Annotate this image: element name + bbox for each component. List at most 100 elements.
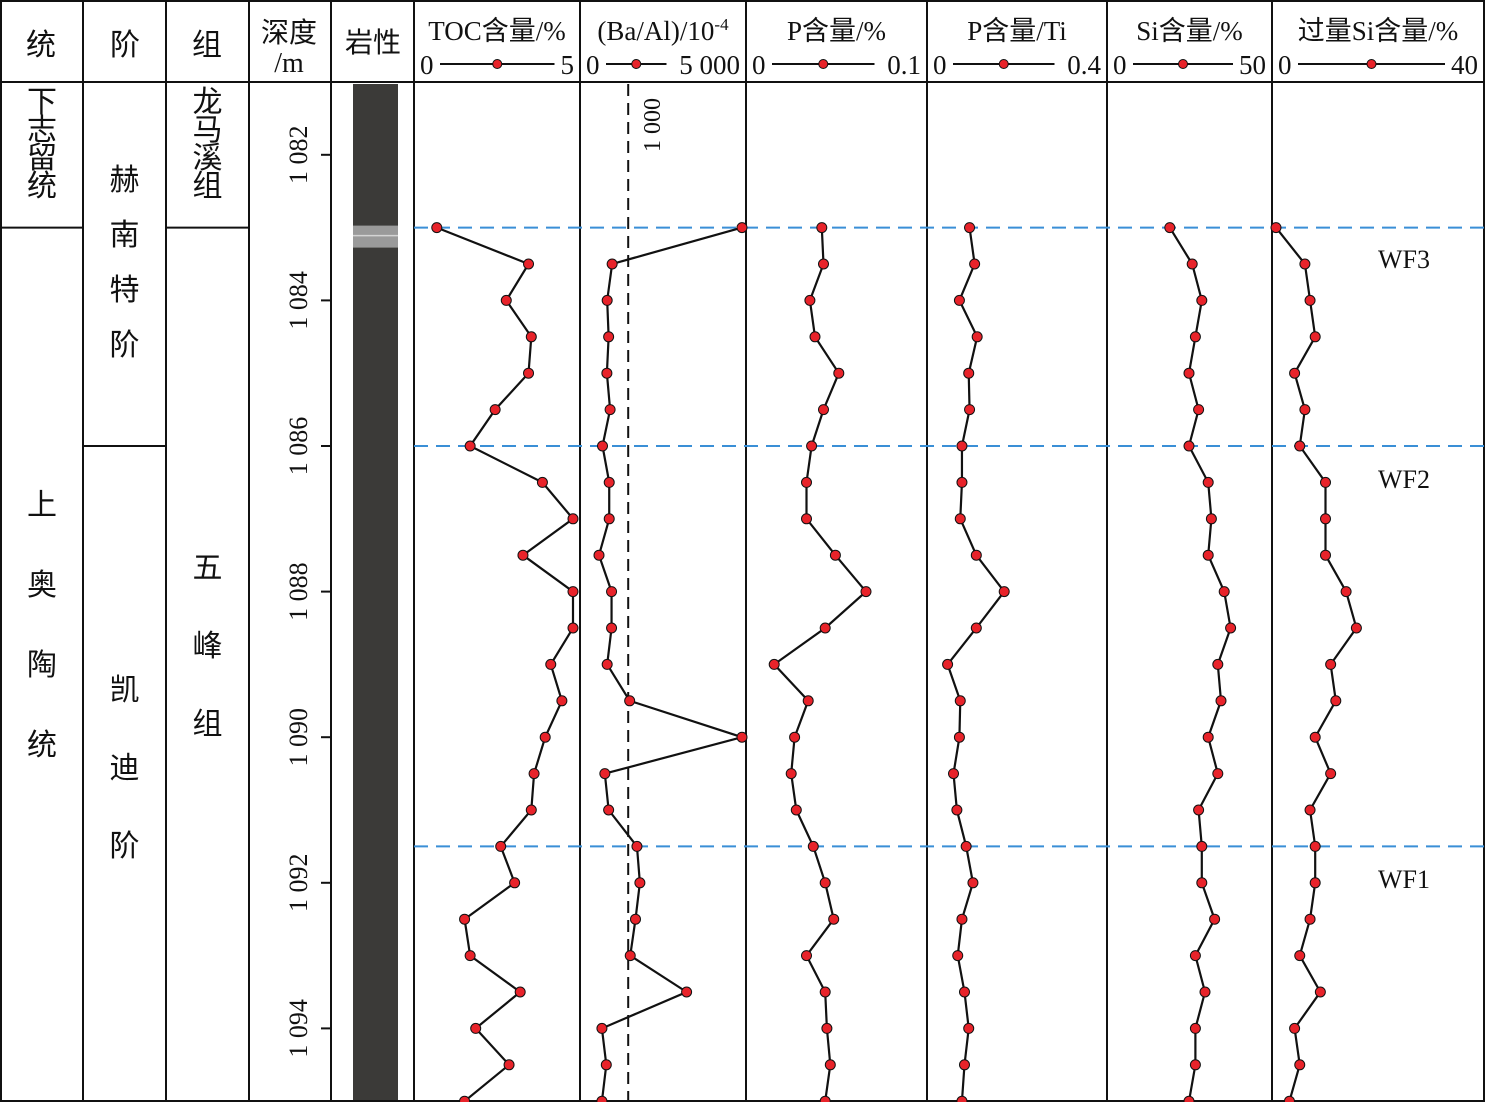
data-point [829,549,841,561]
data-point [470,1022,482,1034]
data-point [1215,695,1227,707]
track-axis-max: 0.4 [1067,50,1101,80]
data-point [970,622,982,634]
depth-tick-label: 1 082 [284,126,313,185]
data-point [681,986,693,998]
track-title: TOC含量/% [428,16,566,46]
track-axis-min: 0 [420,50,434,80]
data-point [1183,1095,1195,1102]
data-point [500,294,512,306]
data-point [1309,840,1321,852]
data-point [785,768,797,780]
series-unit-label: 上奥陶统 [27,488,57,763]
stage-unit-1: 赫南特阶 [110,163,140,363]
stage-unit-2: 凯迪阶 [110,673,140,864]
data-point [567,622,579,634]
header-formation: 组 [192,28,222,63]
data-point [528,768,540,780]
track-title: (Ba/Al)/10-4 [597,15,729,46]
reference-line-label: 1 000 [640,98,666,152]
track-title: Si含量/% [1136,16,1243,46]
data-point [596,1022,608,1034]
data-point [593,549,605,561]
data-point [802,695,814,707]
data-point [1304,804,1316,816]
track-5: Si含量/% 0 50 [1113,16,1266,1102]
data-point [1309,731,1321,743]
data-point [1299,404,1311,416]
data-point [464,440,476,452]
data-point [596,1095,608,1102]
data-point [525,804,537,816]
track-6: 过量Si含量/%0 40 [1270,16,1478,1102]
data-point [953,294,965,306]
data-point [631,840,643,852]
data-point [525,331,537,343]
track-title: P含量/% [787,16,886,46]
data-point [1283,1095,1295,1102]
series-unit-label: 下志留统 [27,85,57,204]
data-point [600,1059,612,1071]
series-line [946,227,1006,1102]
data-point [971,331,983,343]
formation-unit-2: 五峰组 [193,551,223,742]
data-point [1294,950,1306,962]
data-point [809,331,821,343]
depth-tick-label: 1 086 [284,417,313,476]
data-point [523,367,535,379]
header-depth-line2: /m [274,48,304,79]
data-point [956,440,968,452]
data-point [624,950,636,962]
data-point [1202,549,1214,561]
data-point [603,804,615,816]
formation-unit-1: 龙马溪组 [193,85,223,204]
track-axis-min: 0 [1113,50,1127,80]
track-title: P含量/Ti [967,16,1067,46]
data-point [818,258,829,270]
data-point [951,804,963,816]
series-line [1275,226,1358,1102]
data-point [833,367,845,379]
data-point [1209,913,1221,925]
data-point [958,1059,970,1071]
marker-label: WF3 [1378,245,1430,274]
legend-marker [1366,59,1377,69]
data-point [630,913,641,925]
data-point [821,1022,833,1034]
data-point [1183,367,1195,379]
data-point [523,258,535,270]
depth-tick-label: 1 084 [284,271,313,330]
data-point [1205,513,1217,525]
data-point [1164,222,1176,234]
data-point [1325,768,1337,780]
data-point [489,404,501,416]
data-point [1294,1059,1306,1071]
data-point [801,950,812,962]
data-point [1218,586,1230,598]
track-3: P含量/% 0 0.1 [752,16,921,1102]
data-point [1304,294,1316,306]
data-point [969,258,981,270]
series-line [772,227,868,1102]
data-point [942,658,954,670]
data-point [964,222,976,234]
data-point [954,513,966,525]
lithology-band [353,225,398,248]
data-point [603,513,615,525]
marker-label: WF2 [1378,465,1430,494]
data-point [1193,804,1205,816]
legend-marker [998,59,1009,69]
series-unit-2: 上奥陶统 [27,488,57,763]
data-point [967,877,979,889]
data-point [514,986,526,998]
data-point [806,440,818,452]
data-point [801,476,812,488]
data-point [960,840,972,852]
data-point [1189,950,1201,962]
data-point [1202,731,1214,743]
data-point [963,1022,975,1034]
legend-marker [492,59,503,69]
track-title: 过量Si含量/% [1298,16,1459,46]
